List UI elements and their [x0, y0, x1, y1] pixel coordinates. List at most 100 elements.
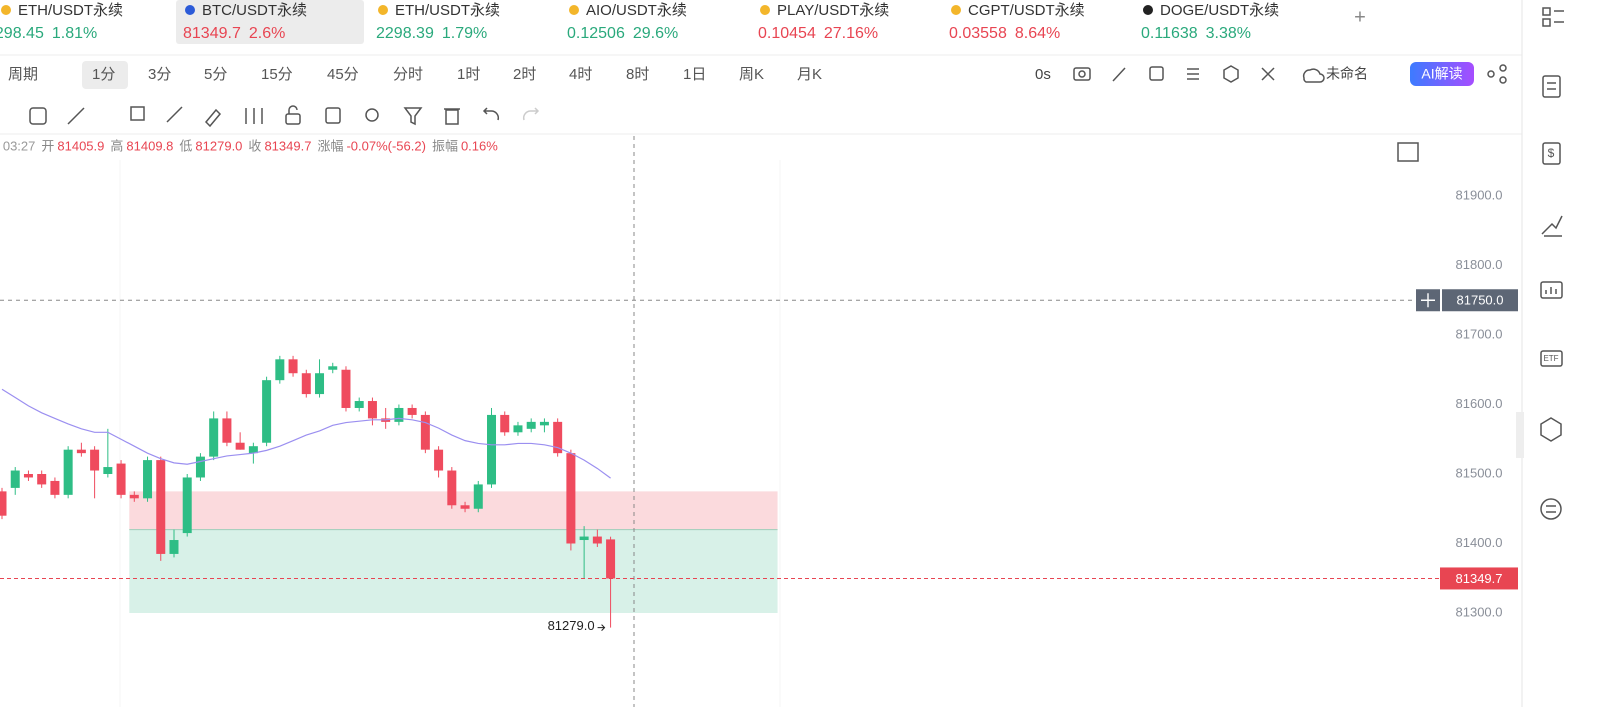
ai-button-label[interactable]: AI解读: [1421, 66, 1462, 82]
interval[interactable]: 45分: [327, 66, 359, 83]
ticker-change: 1.79%: [442, 25, 487, 42]
candle-body: [407, 407, 417, 415]
ticker-icon: [1143, 5, 1153, 15]
candle-body: [288, 359, 298, 374]
y-tick-label: 81400.0: [1456, 535, 1503, 550]
ticker-price: 0.10454: [758, 25, 816, 42]
candle-body: [566, 453, 576, 544]
ticker-change: 8.64%: [1015, 25, 1060, 42]
candle-body: [500, 414, 510, 433]
period-label[interactable]: 周期: [8, 66, 38, 83]
candle-body: [579, 536, 589, 541]
ticker-price: 0.11638: [1141, 25, 1198, 42]
interval[interactable]: 1分: [92, 66, 115, 83]
info-time: 5 03:27: [0, 138, 35, 153]
interval[interactable]: 3分: [148, 66, 171, 83]
info-value: -0.07%(-56.2): [346, 138, 425, 153]
ticker-price: 81349.7: [183, 25, 241, 42]
last-price-label: 81349.7: [1456, 571, 1503, 586]
ticker-icon: [760, 5, 770, 15]
ticker-name[interactable]: ETH/USDT永续: [18, 2, 123, 19]
ticker-name[interactable]: ETH/USDT永续: [395, 2, 500, 19]
ticker-name[interactable]: BTC/USDT永续: [202, 2, 307, 19]
y-tick-label: 81800.0: [1456, 257, 1503, 272]
ticker-price: 0.12506: [567, 25, 625, 42]
ticker-icon: [185, 5, 195, 15]
info-label: 开: [41, 138, 54, 153]
candle-body: [592, 536, 602, 544]
sidebar-icons[interactable]: $ ETF: [1540, 7, 1564, 520]
candle-body: [0, 491, 7, 516]
info-label: 高: [110, 138, 123, 153]
interval[interactable]: 8时: [626, 66, 649, 83]
candle-body: [420, 414, 430, 450]
ticker-name[interactable]: PLAY/USDT永续: [777, 2, 889, 19]
y-tick-label: 81500.0: [1456, 465, 1503, 480]
interval[interactable]: 1日: [683, 66, 706, 83]
info-label: 振幅: [432, 138, 458, 153]
info-value: 81349.7: [264, 138, 311, 153]
interval[interactable]: 4时: [569, 66, 592, 83]
candle-body: [487, 414, 497, 485]
ai-button[interactable]: [1410, 62, 1474, 86]
active-interval-bg: [82, 61, 128, 89]
info-value: 81409.8: [126, 138, 173, 153]
candle-body: [394, 407, 404, 422]
last-price-tag: [1440, 567, 1518, 590]
candle-body: [460, 505, 470, 509]
ticker-name[interactable]: DOGE/USDT永续: [1160, 2, 1279, 19]
low-label: 81279.0: [548, 618, 595, 633]
candle-body: [195, 456, 205, 478]
ticker-name[interactable]: AIO/USDT永续: [586, 2, 687, 19]
candle-body: [262, 380, 272, 443]
candle-body: [606, 539, 616, 579]
ticker-change: 29.6%: [633, 25, 678, 42]
candle-body: [222, 418, 232, 443]
candle-body: [143, 460, 153, 499]
interval[interactable]: 5分: [204, 66, 227, 83]
candle-body: [473, 484, 483, 509]
info-label: 低: [179, 138, 192, 153]
candle-body: [526, 421, 536, 429]
add-tab[interactable]: +: [1354, 6, 1366, 28]
interval[interactable]: 2时: [513, 66, 536, 83]
interval[interactable]: 周K: [739, 66, 764, 83]
layout-name[interactable]: 未命名: [1326, 66, 1368, 82]
svg-text:ETF: ETF: [1543, 354, 1558, 363]
active-tab-bg: [176, 0, 364, 44]
interval[interactable]: 15分: [261, 66, 293, 83]
interval[interactable]: 1时: [457, 66, 480, 83]
chart-tools[interactable]: [1073, 64, 1507, 162]
y-tick-label: 81700.0: [1456, 326, 1503, 341]
ticker-icon: [378, 5, 388, 15]
info-value: 81279.0: [195, 138, 242, 153]
candle-body: [301, 373, 311, 395]
ticker-icon: [1, 5, 11, 15]
interval[interactable]: 分时: [393, 66, 423, 83]
ticker-price: 0.03558: [949, 25, 1007, 42]
interval[interactable]: 月K: [797, 66, 822, 83]
ticker-price: 2298.39: [376, 25, 434, 42]
y-tick-label: 81600.0: [1456, 396, 1503, 411]
crosshair-plus: [1421, 293, 1435, 308]
candle-body: [275, 359, 285, 381]
sidebar-handle[interactable]: [1516, 412, 1524, 458]
candle-body: [103, 467, 113, 474]
candle-body: [76, 449, 86, 454]
candle-body: [63, 449, 73, 495]
crosshair-tag: [1442, 289, 1518, 312]
ticker-change: 27.16%: [824, 25, 878, 42]
ticker-name[interactable]: CGPT/USDT永续: [968, 2, 1085, 19]
drawing-tools[interactable]: [29, 105, 540, 128]
candle-body: [90, 449, 100, 471]
info-label: 涨幅: [317, 138, 343, 153]
y-tick-label: 81300.0: [1456, 604, 1503, 619]
zone: [129, 529, 778, 613]
timer: 0s: [1035, 66, 1051, 83]
candle-body: [248, 446, 258, 454]
candle-body: [513, 425, 523, 433]
ticker-change: 2.6%: [249, 25, 285, 42]
candle-body: [129, 494, 139, 499]
